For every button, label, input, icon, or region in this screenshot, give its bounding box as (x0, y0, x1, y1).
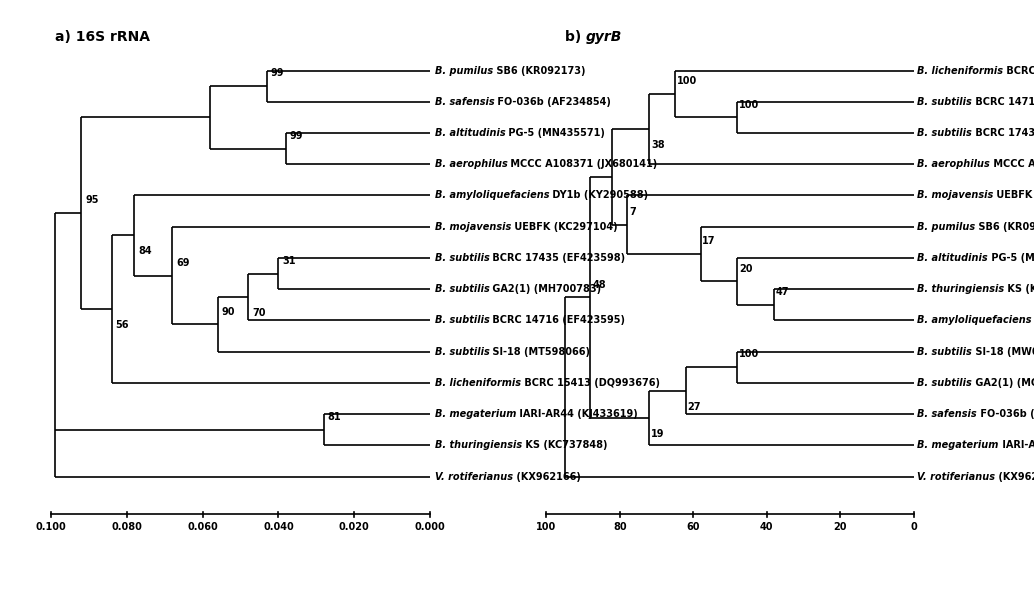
Text: B. mojavensis: B. mojavensis (434, 221, 511, 231)
Text: 47: 47 (776, 287, 789, 297)
Text: 70: 70 (252, 308, 266, 318)
Text: 19: 19 (651, 429, 665, 439)
Text: BCRC 14716 (DQ309314): BCRC 14716 (DQ309314) (972, 96, 1034, 107)
Text: 99: 99 (290, 131, 303, 141)
Text: B. subtilis: B. subtilis (917, 96, 972, 107)
Text: KS (KC737849): KS (KC737849) (1004, 284, 1034, 294)
Text: 90: 90 (221, 307, 235, 317)
Text: 69: 69 (176, 258, 189, 268)
Text: 0.100: 0.100 (35, 522, 66, 532)
Text: B. subtilis: B. subtilis (434, 316, 489, 326)
Text: B. amyloliquefaciens: B. amyloliquefaciens (434, 191, 549, 201)
Text: 38: 38 (651, 140, 665, 150)
Text: UEBFK (KC297104): UEBFK (KC297104) (511, 221, 617, 231)
Text: UEBFK (JQ916083): UEBFK (JQ916083) (994, 191, 1034, 201)
Text: gyrB: gyrB (586, 30, 622, 44)
Text: MCCC A108371 (JX680141): MCCC A108371 (JX680141) (508, 159, 658, 169)
Text: DY1b (KY315726): DY1b (KY315726) (1032, 316, 1034, 326)
Text: B. subtilis: B. subtilis (434, 347, 489, 356)
Text: 27: 27 (688, 401, 701, 411)
Text: GA2(1) (MG025594): GA2(1) (MG025594) (972, 378, 1034, 388)
Text: B. subtilis: B. subtilis (917, 347, 972, 356)
Text: B. amyloliquefaciens: B. amyloliquefaciens (917, 316, 1032, 326)
Text: IARI-AR44 (KJ474961): IARI-AR44 (KJ474961) (999, 440, 1034, 451)
Text: 100: 100 (739, 99, 759, 110)
Text: B. mojavensis: B. mojavensis (917, 191, 994, 201)
Text: 95: 95 (85, 195, 98, 205)
Text: a) 16S rRNA: a) 16S rRNA (55, 30, 150, 44)
Text: 0.060: 0.060 (187, 522, 218, 532)
Text: BCRC 17435 (DQ309317): BCRC 17435 (DQ309317) (972, 128, 1034, 138)
Text: BCRC 14716 (EF423595): BCRC 14716 (EF423595) (489, 316, 626, 326)
Text: MCCC A108371 (JX680218): MCCC A108371 (JX680218) (990, 159, 1034, 169)
Text: B. thuringiensis: B. thuringiensis (917, 284, 1004, 294)
Text: 81: 81 (328, 412, 341, 422)
Text: B. megaterium: B. megaterium (917, 440, 999, 451)
Text: 0: 0 (910, 522, 917, 532)
Text: 20: 20 (833, 522, 847, 532)
Text: 100: 100 (739, 349, 759, 359)
Text: B. safensis: B. safensis (434, 96, 494, 107)
Text: B. subtilis: B. subtilis (917, 378, 972, 388)
Text: FO-036b (AF234854): FO-036b (AF234854) (494, 96, 611, 107)
Text: 84: 84 (139, 246, 152, 256)
Text: 99: 99 (271, 68, 284, 78)
Text: V. rotiferianus: V. rotiferianus (434, 472, 513, 481)
Text: B. safensis: B. safensis (917, 409, 977, 419)
Text: B. subtilis: B. subtilis (917, 128, 972, 138)
Text: (KX962166): (KX962166) (513, 472, 580, 481)
Text: SB6 (KR092173): SB6 (KR092173) (493, 66, 585, 76)
Text: B. altitudinis: B. altitudinis (434, 128, 506, 138)
Text: 60: 60 (687, 522, 700, 532)
Text: KS (KC737848): KS (KC737848) (522, 440, 607, 451)
Text: SB6 (KR092180): SB6 (KR092180) (975, 221, 1034, 231)
Text: B. licheniformis: B. licheniformis (434, 378, 521, 388)
Text: 7: 7 (629, 207, 636, 217)
Text: B. aerophilus: B. aerophilus (917, 159, 990, 169)
Text: 40: 40 (760, 522, 773, 532)
Text: 20: 20 (739, 263, 753, 274)
Text: B. subtilis: B. subtilis (434, 284, 489, 294)
Text: 100: 100 (676, 76, 697, 86)
Text: 100: 100 (537, 522, 556, 532)
Text: 56: 56 (116, 320, 129, 330)
Text: SI-18 (MW008865): SI-18 (MW008865) (972, 347, 1034, 356)
Text: 0.080: 0.080 (112, 522, 143, 532)
Text: b): b) (565, 30, 586, 44)
Text: IARI-AR44 (KJ433619): IARI-AR44 (KJ433619) (516, 409, 638, 419)
Text: B. pumilus: B. pumilus (434, 66, 493, 76)
Text: BCRC 17435 (EF423598): BCRC 17435 (EF423598) (489, 253, 626, 263)
Text: DY1b (KY290588): DY1b (KY290588) (549, 191, 648, 201)
Text: B. megaterium: B. megaterium (434, 409, 516, 419)
Text: SI-18 (MT598066): SI-18 (MT598066) (489, 347, 590, 356)
Text: B. altitudinis: B. altitudinis (917, 253, 987, 263)
Text: B. aerophilus: B. aerophilus (434, 159, 508, 169)
Text: b): b) (565, 30, 586, 44)
Text: V. rotiferianus: V. rotiferianus (917, 472, 995, 481)
Text: B. licheniformis: B. licheniformis (917, 66, 1003, 76)
Text: PG-5 (MN893287): PG-5 (MN893287) (987, 253, 1034, 263)
Text: 17: 17 (702, 236, 716, 246)
Text: B. pumilus: B. pumilus (917, 221, 975, 231)
Text: B. thuringiensis: B. thuringiensis (434, 440, 522, 451)
Text: BCRC 15413 (DQ993676): BCRC 15413 (DQ993676) (521, 378, 660, 388)
Text: GA2(1) (MH700783): GA2(1) (MH700783) (489, 284, 602, 294)
Text: BCRC 15413 (DQ309325): BCRC 15413 (DQ309325) (1003, 66, 1034, 76)
Text: (KX962168): (KX962168) (995, 472, 1034, 481)
Text: 0.040: 0.040 (263, 522, 294, 532)
Text: 0.020: 0.020 (339, 522, 370, 532)
Text: 31: 31 (282, 256, 296, 266)
Text: PG-5 (MN435571): PG-5 (MN435571) (506, 128, 605, 138)
Text: 80: 80 (613, 522, 627, 532)
Text: FO-036b (AY167868): FO-036b (AY167868) (977, 409, 1034, 419)
Text: 0.000: 0.000 (415, 522, 446, 532)
Text: B. subtilis: B. subtilis (434, 253, 489, 263)
Text: 48: 48 (592, 279, 606, 289)
